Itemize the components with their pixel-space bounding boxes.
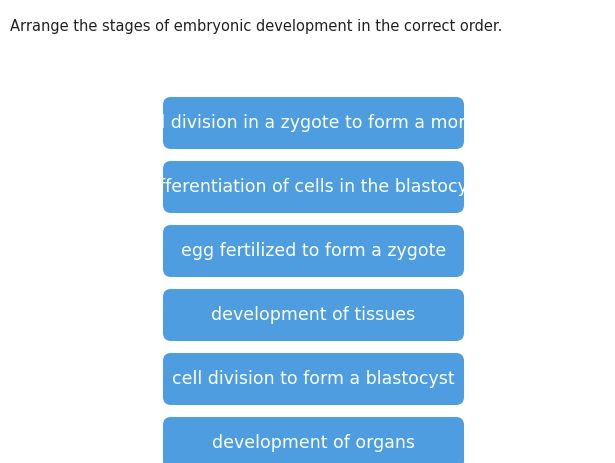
Text: differentiation of cells in the blastocyst: differentiation of cells in the blastocy… <box>143 178 484 196</box>
FancyBboxPatch shape <box>163 289 464 341</box>
FancyBboxPatch shape <box>163 225 464 277</box>
FancyBboxPatch shape <box>163 161 464 213</box>
Text: egg fertilized to form a zygote: egg fertilized to form a zygote <box>181 242 446 260</box>
Text: development of organs: development of organs <box>212 434 415 452</box>
Text: cell division in a zygote to form a morula: cell division in a zygote to form a moru… <box>135 114 492 132</box>
FancyBboxPatch shape <box>163 417 464 463</box>
Text: development of tissues: development of tissues <box>212 306 416 324</box>
Text: Arrange the stages of embryonic development in the correct order.: Arrange the stages of embryonic developm… <box>10 19 502 34</box>
Text: cell division to form a blastocyst: cell division to form a blastocyst <box>172 370 455 388</box>
FancyBboxPatch shape <box>163 353 464 405</box>
FancyBboxPatch shape <box>163 97 464 149</box>
